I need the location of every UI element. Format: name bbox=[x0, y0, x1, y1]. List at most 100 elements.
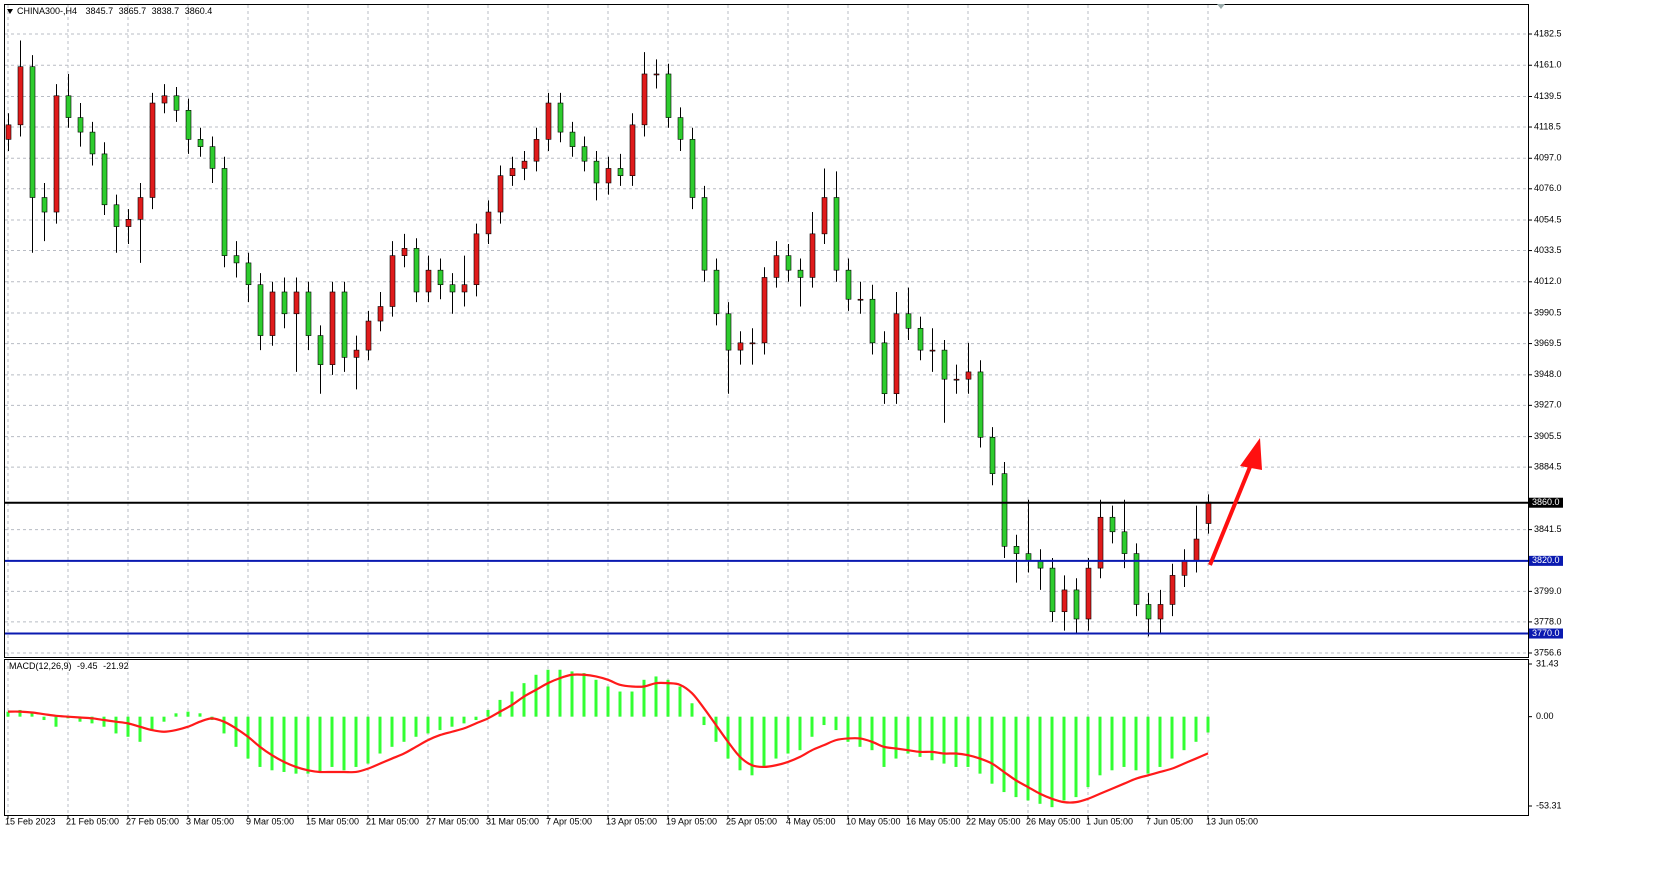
candle-body bbox=[437, 269, 444, 286]
macd-bar bbox=[522, 683, 526, 717]
candle-body bbox=[1037, 560, 1044, 569]
macd-bar bbox=[666, 679, 670, 717]
macd-bar bbox=[126, 716, 130, 737]
y-tick-label: 3799.0 bbox=[1534, 586, 1562, 596]
x-tick-label: 19 Apr 05:00 bbox=[666, 816, 717, 826]
y-tick-label: 3756.6 bbox=[1534, 647, 1562, 657]
y-tick-label: 3778.0 bbox=[1534, 616, 1562, 626]
macd-bar bbox=[174, 713, 178, 717]
candle-body bbox=[629, 124, 636, 177]
x-tick-label: 26 May 05:00 bbox=[1026, 816, 1081, 826]
candle-body bbox=[425, 269, 432, 293]
candle-body bbox=[257, 284, 264, 336]
macd-bar bbox=[402, 716, 406, 742]
macd-bar bbox=[1134, 716, 1138, 771]
macd-bar bbox=[858, 716, 862, 747]
macd-bar bbox=[54, 716, 58, 727]
candle-body bbox=[185, 110, 192, 140]
candle-body bbox=[797, 269, 804, 278]
macd-bar bbox=[930, 716, 934, 761]
candle-body bbox=[521, 160, 528, 169]
macd-bar bbox=[318, 716, 322, 772]
candle-body bbox=[533, 139, 540, 162]
candle-body bbox=[245, 262, 252, 286]
arrow-annotation bbox=[1208, 438, 1262, 566]
macd-name: MACD(12,26,9) bbox=[9, 661, 72, 671]
macd-bar bbox=[414, 716, 418, 737]
candle-body bbox=[857, 298, 864, 301]
macd-bar bbox=[1062, 716, 1066, 801]
candle-body bbox=[413, 248, 420, 293]
candle-body bbox=[329, 291, 336, 365]
candle-body bbox=[317, 335, 324, 365]
level-label: 3770.0 bbox=[1532, 628, 1560, 638]
macd-bar bbox=[18, 709, 22, 717]
candle-body bbox=[941, 349, 948, 380]
level-label: 3820.0 bbox=[1532, 555, 1560, 565]
macd-bar bbox=[306, 716, 310, 774]
menu-arrow[interactable] bbox=[7, 9, 13, 14]
candle-body bbox=[593, 160, 600, 184]
macd-bar bbox=[786, 716, 790, 754]
candle-body bbox=[365, 320, 372, 351]
macd-bar bbox=[606, 686, 610, 717]
macd-bar bbox=[162, 716, 166, 722]
candle-body bbox=[449, 284, 456, 293]
candle-body bbox=[137, 197, 144, 220]
candle-body bbox=[173, 95, 180, 111]
candle-body bbox=[1061, 589, 1068, 613]
level-label-box bbox=[1529, 497, 1563, 508]
y-tick-label: 3884.5 bbox=[1534, 461, 1562, 471]
macd-bar bbox=[798, 716, 802, 751]
candle-body bbox=[509, 168, 516, 177]
x-tick-label: 10 May 05:00 bbox=[846, 816, 901, 826]
macd-header: MACD(12,26,9) -9.45 -21.92 bbox=[9, 661, 129, 671]
marks: 3860.0 3820.0 3770.0 bbox=[5, 40, 1563, 808]
macd-bar bbox=[834, 716, 838, 731]
candle-body bbox=[809, 233, 816, 278]
candle-body bbox=[773, 255, 780, 278]
y-tick-label: 3905.5 bbox=[1534, 431, 1562, 441]
candle-body bbox=[41, 197, 48, 213]
macd-bar bbox=[1182, 716, 1186, 751]
macd-bar bbox=[642, 679, 646, 717]
candle-body bbox=[113, 204, 120, 227]
candle-body bbox=[29, 66, 36, 198]
candle-body bbox=[845, 269, 852, 300]
arrow-head bbox=[1240, 438, 1262, 470]
y-tick-label: 4097.0 bbox=[1534, 153, 1562, 163]
level-label-box bbox=[1529, 555, 1563, 566]
candle-body bbox=[749, 342, 756, 345]
macd-bar bbox=[966, 716, 970, 767]
candle-body bbox=[389, 255, 396, 307]
macd-bar bbox=[102, 716, 106, 727]
macd-bar bbox=[426, 716, 430, 734]
candle-body bbox=[869, 298, 876, 344]
macd-bar bbox=[954, 716, 958, 767]
arrow-shaft bbox=[1208, 461, 1254, 566]
candle-body bbox=[821, 197, 828, 235]
macd-bar bbox=[582, 673, 586, 717]
macd-bar bbox=[1158, 716, 1162, 767]
macd-bar bbox=[1110, 716, 1114, 771]
candle-body bbox=[53, 95, 60, 213]
candle-body bbox=[545, 102, 552, 140]
macd-bar bbox=[822, 716, 826, 726]
x-tick-label: 21 Feb 05:00 bbox=[66, 816, 119, 826]
y-tick-label: 4012.0 bbox=[1534, 276, 1562, 286]
macd-bar bbox=[42, 716, 46, 721]
macd-bar bbox=[690, 703, 694, 717]
macd-bar bbox=[390, 716, 394, 747]
macd-bar bbox=[462, 716, 466, 724]
x-tick-label: 9 Mar 05:00 bbox=[246, 816, 294, 826]
macd-bar bbox=[498, 699, 502, 717]
candle-body bbox=[197, 139, 204, 147]
macd-bar bbox=[354, 716, 358, 767]
macd-bar bbox=[366, 716, 370, 764]
candle-body bbox=[665, 73, 672, 118]
macd-bar bbox=[222, 716, 226, 734]
macd-bar bbox=[558, 669, 562, 717]
candle-body bbox=[689, 139, 696, 198]
candle-body bbox=[161, 95, 168, 104]
candle-body bbox=[917, 328, 924, 351]
